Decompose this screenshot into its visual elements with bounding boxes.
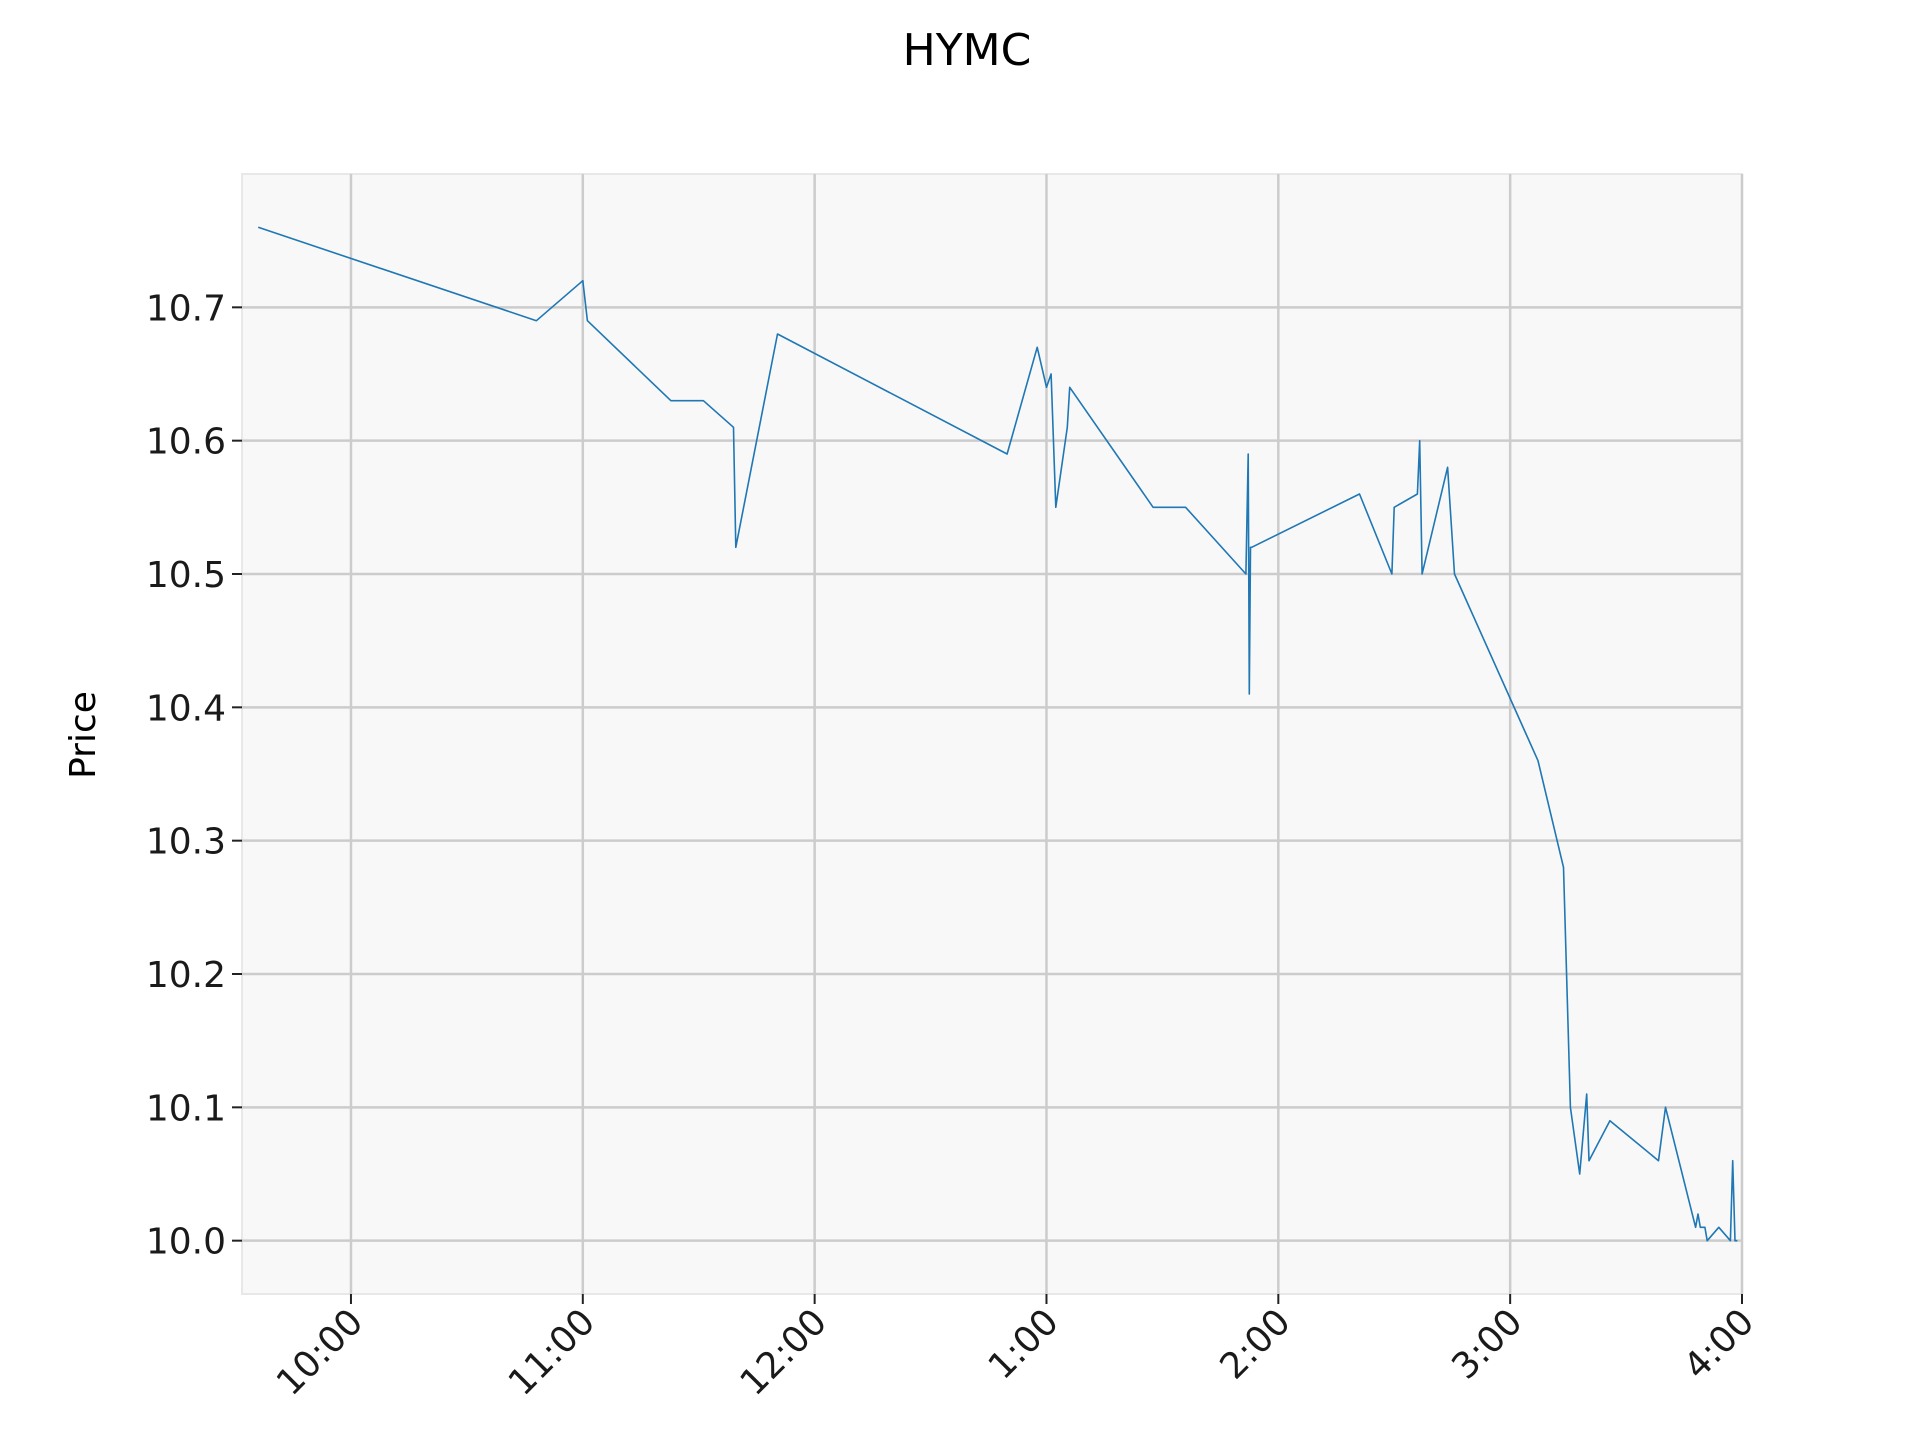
y-tick-label: 10.4 — [146, 688, 226, 729]
x-tick-label: 10:00 — [269, 1301, 371, 1403]
x-tick-label: 4:00 — [1676, 1301, 1762, 1387]
x-tick-label: 2:00 — [1213, 1301, 1299, 1387]
y-tick-label: 10.3 — [146, 822, 226, 863]
x-tick-label: 1:00 — [981, 1301, 1067, 1387]
y-tick-label: 10.0 — [146, 1222, 226, 1263]
x-tick-label: 11:00 — [501, 1301, 603, 1403]
y-tick-label: 10.5 — [146, 555, 226, 596]
price-series-line — [257, 226, 1738, 1242]
y-tick-label: 10.6 — [146, 422, 226, 463]
x-tick-label: 3:00 — [1444, 1301, 1530, 1387]
y-tick-label: 10.2 — [146, 955, 226, 996]
grid-lines — [242, 174, 1744, 1294]
plot-area — [241, 173, 1743, 1295]
series-layer — [257, 226, 1738, 1242]
chart-title: HYMC — [903, 25, 1032, 76]
x-tick-label: 12:00 — [733, 1301, 835, 1403]
y-axis-label: Price — [63, 691, 104, 779]
y-tick-label: 10.7 — [146, 288, 226, 329]
y-tick-label: 10.1 — [146, 1088, 226, 1129]
